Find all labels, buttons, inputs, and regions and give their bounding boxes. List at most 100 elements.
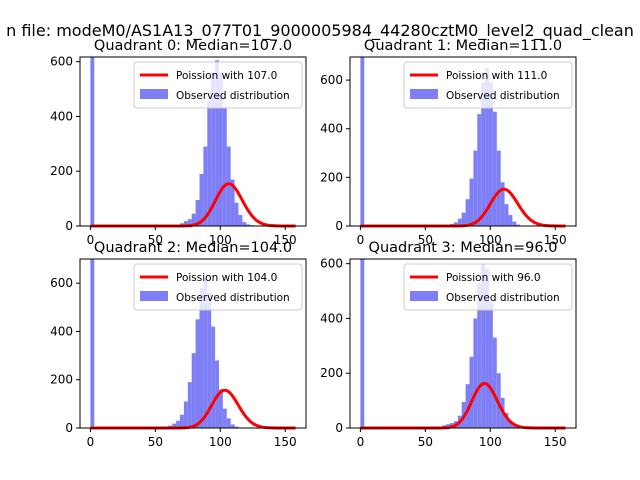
x-tick-label: 100 — [479, 435, 502, 449]
histogram-bar — [481, 82, 486, 226]
legend-label-poisson: Poission with 96.0 — [446, 272, 541, 284]
histogram-bar — [183, 221, 188, 226]
subplot-quadrant-0: 0 50 100 150 0 200 400 600 Quadrant 0: Median=10… — [50, 38, 307, 247]
x-tick-label: 100 — [479, 233, 502, 247]
histogram-bar — [500, 182, 505, 226]
subplot-title: Quadrant 1: Median=111.0 — [364, 38, 562, 54]
y-tick-label: 0 — [65, 421, 73, 435]
y-tick-label: 400 — [320, 122, 343, 136]
y-tick-label: 400 — [50, 324, 73, 338]
histogram-bar — [234, 426, 239, 428]
y-tick-label: 200 — [320, 366, 343, 380]
legend-bar-swatch — [140, 89, 168, 99]
histogram-bar — [461, 212, 466, 226]
x-tick-label: 150 — [544, 233, 567, 247]
x-tick-label: 150 — [274, 233, 297, 247]
histogram-bar — [477, 282, 482, 428]
histogram-bar — [218, 389, 223, 428]
x-tick-label: 150 — [274, 435, 297, 449]
histogram-bar — [211, 326, 216, 428]
histogram-bar — [360, 57, 365, 226]
y-tick-label: 200 — [50, 164, 73, 178]
histogram-bar — [226, 418, 231, 428]
x-tick-label: 50 — [148, 435, 163, 449]
histogram-bar — [512, 425, 517, 428]
legend-bar-swatch — [410, 291, 438, 301]
axes-frame — [79, 258, 307, 429]
histogram-bar — [465, 199, 470, 226]
histogram-bar — [457, 218, 462, 226]
legend: Poission with 107.0 Observed distribution — [133, 61, 303, 109]
legend-label-observed: Observed distribution — [446, 90, 560, 102]
histogram-bar — [172, 423, 177, 428]
x-tick-label: 0 — [357, 233, 365, 247]
y-tick-label: 600 — [50, 276, 73, 290]
histogram-bar — [512, 221, 517, 226]
histogram-bar — [176, 420, 181, 428]
x-tick-label: 0 — [87, 233, 95, 247]
x-tick-label: 0 — [87, 435, 95, 449]
y-tick-label: 200 — [320, 170, 343, 184]
legend-bar-swatch — [140, 291, 168, 301]
legend-box — [133, 263, 303, 311]
histogram-bars — [360, 57, 528, 226]
histogram-bar — [242, 222, 247, 226]
legend-box — [403, 263, 573, 311]
subplot-quadrant-2: 0 50 100 150 0 200 400 600 Quadrant 2: Median=10… — [50, 240, 307, 449]
histogram-bar — [90, 259, 95, 428]
y-tick-label: 600 — [50, 55, 73, 69]
histogram-bar — [465, 384, 470, 428]
axes-frame — [79, 56, 307, 227]
y-tick-label: 0 — [335, 421, 343, 435]
histogram-bar — [203, 278, 208, 428]
histogram-bar — [230, 179, 235, 226]
histogram-bar — [238, 215, 243, 226]
histogram-bar — [508, 215, 513, 226]
legend-label-observed: Observed distribution — [176, 90, 290, 102]
subplot-quadrant-3: 0 50 100 150 0 200 400 600 Quadrant 3: Median=96… — [320, 240, 577, 449]
histogram-bar — [453, 222, 458, 226]
histogram-bar — [492, 337, 497, 428]
histogram-bar — [485, 67, 489, 226]
histogram-bar — [183, 401, 188, 428]
histogram-bar — [187, 382, 192, 428]
y-tick-label: 200 — [50, 373, 73, 387]
histogram-bar — [90, 57, 95, 226]
legend-label-poisson: Poission with 107.0 — [176, 70, 277, 82]
histogram-bar — [222, 108, 227, 226]
y-tick-label: 0 — [335, 219, 343, 233]
histogram-bar — [180, 414, 184, 428]
legend-label-poisson: Poission with 111.0 — [446, 70, 547, 82]
legend: Poission with 96.0 Observed distribution — [403, 263, 573, 311]
axes-frame — [349, 258, 577, 429]
legend-bar-swatch — [410, 89, 438, 99]
histogram-bar — [469, 178, 474, 226]
legend-label-observed: Observed distribution — [176, 292, 290, 304]
axes-frame — [349, 56, 577, 227]
x-tick-label: 100 — [209, 435, 232, 449]
y-tick-label: 400 — [320, 311, 343, 325]
histogram-bar — [195, 319, 200, 428]
subplot-title: Quadrant 0: Median=107.0 — [94, 38, 292, 54]
histogram-bar — [473, 318, 478, 428]
histogram-bar — [360, 259, 365, 428]
legend: Poission with 104.0 Observed distribution — [133, 263, 303, 311]
histogram-bar — [516, 224, 521, 226]
x-tick-label: 50 — [418, 435, 433, 449]
histogram-bar — [481, 263, 486, 428]
histogram-bar — [488, 82, 493, 226]
legend-label-observed: Observed distribution — [446, 292, 560, 304]
histogram-bar — [230, 424, 235, 428]
y-tick-label: 0 — [65, 219, 73, 233]
histogram-bar — [234, 202, 239, 226]
x-tick-label: 100 — [209, 233, 232, 247]
x-tick-label: 50 — [148, 233, 163, 247]
histogram-bar — [485, 269, 489, 428]
y-tick-label: 400 — [50, 109, 73, 123]
subplot-quadrant-1: 0 50 100 150 0 200 400 600 Quadrant 1: Median=11… — [320, 38, 577, 247]
legend-box — [403, 61, 573, 109]
legend-box — [133, 61, 303, 109]
figure-suptitle: n file: modeM0/AS1A13_077T01_9000005984_… — [6, 21, 634, 41]
histogram-bar — [504, 204, 509, 226]
